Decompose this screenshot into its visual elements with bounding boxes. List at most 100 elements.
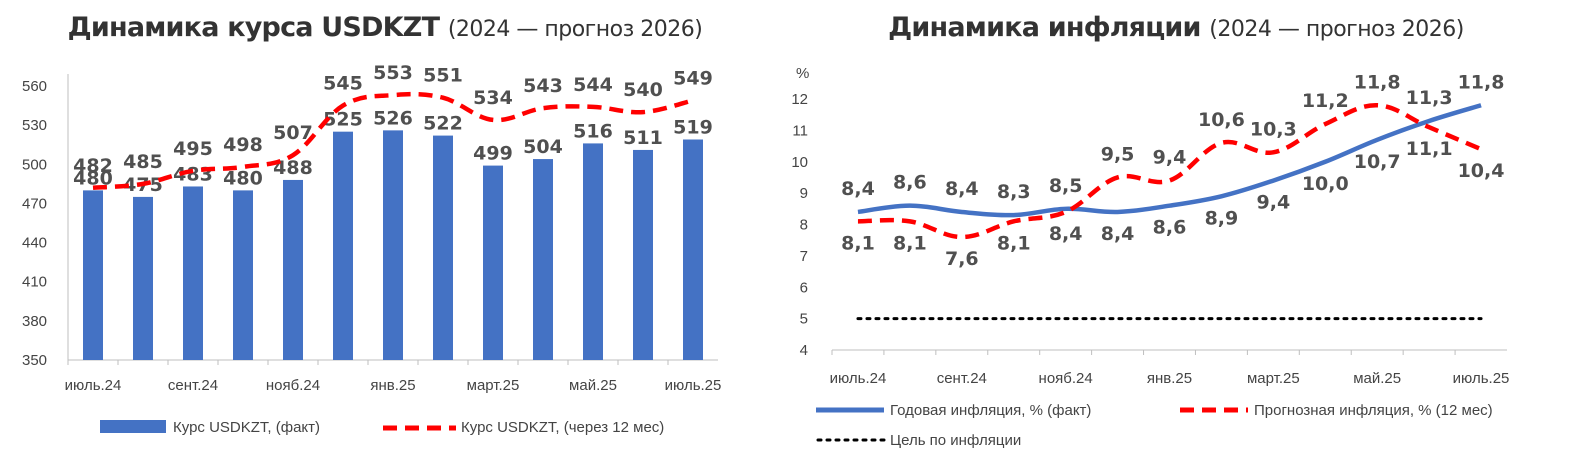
legend-fact-label: Курс USDKZT, (факт) <box>173 419 320 436</box>
bar-value-label: 480 <box>223 167 263 189</box>
forecast-value-label: 549 <box>673 67 713 89</box>
y-tick-label: 530 <box>22 117 47 134</box>
x-tick-label: янв.25 <box>1147 370 1192 387</box>
actual-value-label: 8,5 <box>1049 175 1083 197</box>
bar-fact <box>83 190 103 360</box>
usdkzt-chart-panel: Динамика курса USDKZT (2024 — прогноз 20… <box>0 0 770 456</box>
x-tick-label: март.25 <box>1247 370 1300 387</box>
bar-fact <box>233 190 253 360</box>
bar-value-label: 483 <box>173 163 213 185</box>
forecast-value-label: 7,6 <box>945 248 979 270</box>
actual-value-label: 11,3 <box>1406 87 1453 109</box>
inflation-chart-svg: % 4 5 6 7 8 9 10 11 12 июль.24 сент.24 нояб.24 янв.25… <box>791 65 1510 449</box>
forecast-value-label: 553 <box>373 62 413 84</box>
y-tick-label: 560 <box>22 78 47 95</box>
x-tick-label: июль.25 <box>665 377 722 394</box>
usdkzt-chart-title: Динамика курса USDKZT (2024 — прогноз 20… <box>0 12 770 43</box>
bar-label-bg <box>569 116 617 143</box>
forecast-value-label: 540 <box>623 79 663 101</box>
forecast-inflation-line <box>857 103 1482 240</box>
y-tick-label: 440 <box>22 235 47 252</box>
forecast-value-label: 9,4 <box>1153 147 1187 169</box>
y-tick-label: 4 <box>800 342 808 359</box>
bar-fact <box>133 196 153 360</box>
x-tick-label: нояб.24 <box>266 377 320 394</box>
y-tick-label: 9 <box>800 185 808 202</box>
actual-value-label: 8,6 <box>893 172 927 194</box>
forecast-value-label: 534 <box>473 87 513 109</box>
x-tick-label: март.25 <box>467 377 520 394</box>
forecast-value-label: 507 <box>273 122 313 144</box>
bar-fact <box>383 130 403 360</box>
bar-fact <box>533 159 553 360</box>
x-tick-label: май.25 <box>569 377 617 394</box>
x-tick-label: сент.24 <box>937 370 987 387</box>
x-tick-label: янв.25 <box>370 377 415 394</box>
usdkzt-title-bold: Динамика курса USDKZT <box>67 12 440 43</box>
bar-label-bg <box>619 122 667 149</box>
bar-label-bg <box>669 112 717 139</box>
forecast-value-label: 10,3 <box>1250 118 1297 140</box>
legend-actual-label: Годовая инфляция, % (факт) <box>890 402 1091 419</box>
y-tick-label: 6 <box>800 279 808 296</box>
y-unit-label: % <box>796 65 809 82</box>
bar-fact <box>583 143 603 360</box>
x-tick-label: сент.24 <box>168 377 218 394</box>
usdkzt-title-sub: (2024 — прогноз 2026) <box>447 17 703 42</box>
bar-fact <box>183 186 203 360</box>
forecast-value-label: 551 <box>423 65 463 87</box>
forecast-value-label: 8,1 <box>841 232 875 254</box>
actual-inflation-line <box>857 103 1482 218</box>
forecast-value-label: 9,5 <box>1101 143 1135 165</box>
actual-value-label: 9,4 <box>1257 192 1291 214</box>
y-tick-label: 500 <box>22 156 47 173</box>
bar-fact <box>683 139 703 360</box>
bar-value-label: 488 <box>273 157 313 179</box>
forecast-value-label: 11,2 <box>1302 90 1349 112</box>
inflation-chart-title: Динамика инфляции (2024 — прогноз 2026) <box>780 12 1572 43</box>
bar-label-bg <box>369 103 417 130</box>
y-tick-label: 5 <box>800 311 808 328</box>
x-tick-label: июль.24 <box>65 377 122 394</box>
forecast-value-label: 485 <box>123 151 163 173</box>
inflation-title-sub: (2024 — прогноз 2026) <box>1209 17 1464 42</box>
forecast-value-label: 10,4 <box>1458 160 1505 182</box>
y-tick-label: 12 <box>791 91 808 108</box>
forecast-value-label: 545 <box>323 73 363 95</box>
y-tick-label: 8 <box>800 217 808 234</box>
bar-fact <box>483 165 503 360</box>
usdkzt-chart-svg: 350 380 410 440 470 500 530 560 июль.24 сент.24 но… <box>22 62 722 436</box>
bar-fact <box>433 135 453 360</box>
bar-label-bg <box>469 138 517 165</box>
bar-fact <box>633 149 653 360</box>
bar-value-label: 526 <box>373 107 413 129</box>
forecast-value-label: 495 <box>173 138 213 160</box>
x-tick-label: июль.25 <box>1453 370 1510 387</box>
forecast-value-label: 482 <box>73 155 113 177</box>
bar-label-bg <box>69 163 117 190</box>
bar-label-bg <box>419 108 467 135</box>
forecast-value-label: 8,4 <box>1049 223 1083 245</box>
bar-value-label: 499 <box>473 143 513 165</box>
y-tick-label: 470 <box>22 195 47 212</box>
bar-label-bg <box>519 132 567 159</box>
y-tick-label: 11 <box>792 122 808 139</box>
bar-value-label: 519 <box>673 116 713 138</box>
legend-fact-swatch <box>100 420 166 433</box>
bar-value-label: 504 <box>523 136 563 158</box>
x-tick-label: июль.24 <box>830 370 887 387</box>
y-tick-label: 410 <box>22 274 47 291</box>
actual-value-label: 8,4 <box>1101 223 1135 245</box>
x-tick-label: нояб.24 <box>1039 370 1093 387</box>
actual-value-label: 8,3 <box>997 181 1031 203</box>
bar-fact <box>283 179 303 360</box>
actual-value-label: 10,0 <box>1302 173 1349 195</box>
bar-value-label: 516 <box>573 120 613 142</box>
legend-forecast-label: Курс USDKZT, (через 12 мес) <box>461 419 664 436</box>
legend-forecast-label: Прогнозная инфляция, % (12 мес) <box>1254 402 1493 419</box>
actual-value-label: 8,6 <box>1153 217 1187 239</box>
y-tick-label: 10 <box>791 154 808 171</box>
legend-target-label: Цель по инфляции <box>890 432 1021 449</box>
inflation-chart-panel: Динамика инфляции (2024 — прогноз 2026) … <box>780 0 1572 456</box>
y-tick-label: 380 <box>22 313 47 330</box>
